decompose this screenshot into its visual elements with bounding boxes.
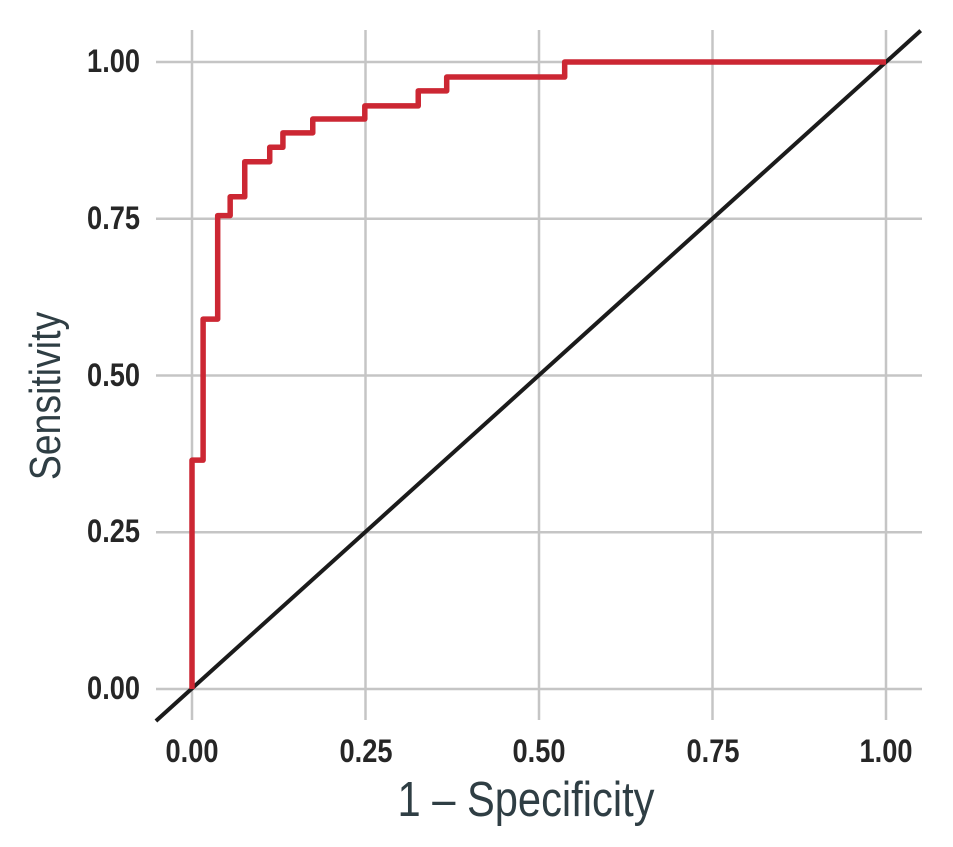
x-axis-title: 1 – Specificity xyxy=(397,773,655,827)
y-tick-label: 0.50 xyxy=(87,356,140,393)
x-tick-label: 1.00 xyxy=(859,733,913,769)
y-tick-label: 0.75 xyxy=(87,199,140,236)
roc-curve xyxy=(189,59,886,689)
y-tick-label: 0.00 xyxy=(87,670,140,706)
reference-diagonal xyxy=(154,29,923,723)
x-tick-label: 0.50 xyxy=(512,733,566,769)
y-axis-title: Sensitivity xyxy=(21,311,70,481)
x-tick-label: 0.75 xyxy=(686,733,739,769)
y-tick-label: 1.00 xyxy=(87,43,140,79)
x-tick-label: 0.25 xyxy=(339,733,392,769)
x-tick-label: 0.00 xyxy=(165,733,219,769)
y-tick-label: 0.25 xyxy=(87,513,140,550)
